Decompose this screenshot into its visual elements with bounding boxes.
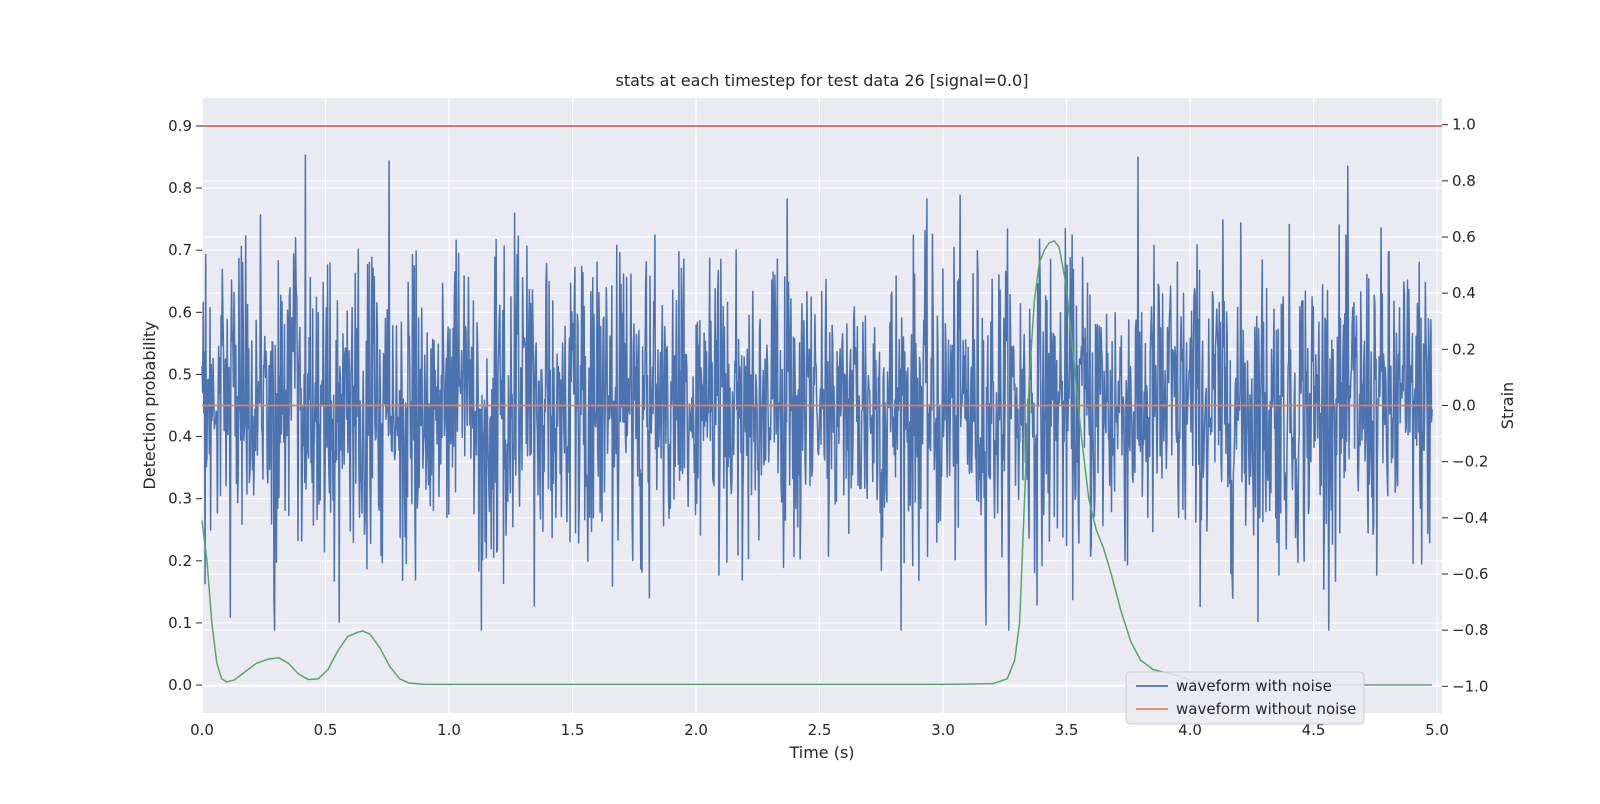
y-tick-label-right: −1.0 — [1452, 677, 1488, 695]
y-axis-label-left: Detection probability — [140, 321, 159, 489]
y-tick-label-right: −0.2 — [1452, 453, 1488, 471]
y-tick-label-left: 0.0 — [168, 676, 192, 694]
chart-title: stats at each timestep for test data 26 … — [616, 71, 1029, 90]
y-tick-label-right: 0.0 — [1452, 397, 1476, 415]
series-layer — [201, 125, 1442, 686]
y-tick-label-right: 1.0 — [1452, 116, 1476, 134]
x-tick-label: 1.0 — [437, 721, 461, 739]
y-tick-label-right: 0.8 — [1452, 172, 1476, 190]
x-tick-label: 4.0 — [1178, 721, 1202, 739]
x-tick-label: 4.5 — [1302, 721, 1326, 739]
y-tick-label-left: 0.2 — [168, 552, 192, 570]
y-tick-label-left: 0.4 — [168, 428, 192, 446]
y-tick-label-right: −0.8 — [1452, 621, 1488, 639]
axes: 0.0 0.5 1.0 1.5 2.0 2.5 3.0 3.5 4.0 4.5 5.0 0.0 0.1 0… — [168, 116, 1488, 739]
y-tick-label-right: −0.6 — [1452, 565, 1488, 583]
y-tick-label-left: 0.5 — [168, 365, 192, 383]
y-tick-label-left: 0.3 — [168, 490, 192, 508]
y-tick-label-right: 0.2 — [1452, 340, 1476, 358]
y-tick-label-left: 0.1 — [168, 614, 192, 632]
y-tick-label-left: 0.8 — [168, 179, 192, 197]
legend-label-clean: waveform without noise — [1176, 700, 1356, 718]
series-line-noisy-waveform — [201, 154, 1433, 631]
y-tick-label-right: 0.4 — [1452, 284, 1476, 302]
x-tick-label: 0.5 — [314, 721, 338, 739]
y-tick-label-left: 0.7 — [168, 241, 192, 259]
x-tick-label: 1.5 — [561, 721, 585, 739]
x-tick-label: 2.0 — [684, 721, 708, 739]
x-tick-label: 0.0 — [190, 721, 214, 739]
series-line-detection-probability — [201, 240, 1433, 686]
x-tick-label: 3.0 — [931, 721, 955, 739]
x-tick-label: 5.0 — [1425, 721, 1449, 739]
y-tick-label-right: −0.4 — [1452, 509, 1488, 527]
y-axis-label-right: Strain — [1498, 382, 1517, 429]
y-tick-label-left: 0.6 — [168, 303, 192, 321]
x-tick-label: 2.5 — [808, 721, 832, 739]
x-tick-label: 3.5 — [1055, 721, 1079, 739]
y-tick-label-left: 0.9 — [168, 117, 192, 135]
legend-box — [1125, 671, 1365, 725]
legend-label-noisy: waveform with noise — [1176, 677, 1332, 695]
y-tick-label-right: 0.6 — [1452, 228, 1476, 246]
x-axis-label: Time (s) — [788, 743, 854, 762]
legend: waveform with noise waveform without noi… — [1125, 671, 1365, 725]
